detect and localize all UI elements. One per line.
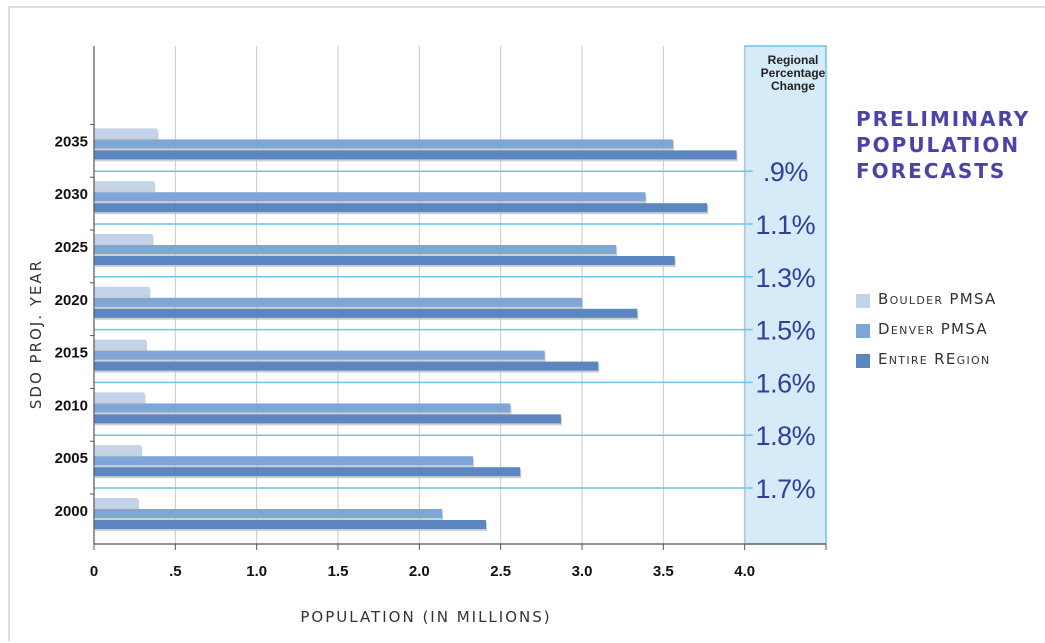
bar-region-2025 [94, 256, 675, 265]
percentage-label: .9% [763, 157, 809, 187]
y-tick-label: 2020 [55, 292, 88, 309]
bar-denver-2025 [94, 245, 617, 254]
percentage-label: 1.7% [756, 474, 816, 504]
chart-frame: 2000 2005 2010 2015 2020 2025 2030 2035 1.7% 1.8%… [8, 6, 1045, 641]
legend-swatch-region [856, 354, 870, 368]
bar-boulder-2020 [94, 286, 150, 296]
y-tick-label: 2030 [55, 186, 88, 203]
x-tick-label: 3.5 [653, 563, 674, 580]
bar-boulder-2025 [94, 234, 153, 243]
bar-denver-2010 [94, 403, 511, 413]
bar-boulder-2035 [94, 128, 158, 138]
legend-label: Boulder PMSA [878, 290, 997, 308]
bar-denver-2000 [94, 509, 443, 518]
y-tick-label: 2035 [55, 133, 88, 150]
x-tick-label: 1.0 [246, 563, 267, 580]
bar-denver-2035 [94, 139, 674, 149]
bar-region-2000 [94, 520, 487, 529]
bar-denver-2030 [94, 192, 646, 202]
y-tick-label: 2025 [55, 239, 88, 256]
percentage-label: 1.8% [756, 421, 816, 451]
percentage-label: 1.5% [756, 316, 816, 346]
y-tick-label: 2005 [55, 450, 88, 467]
percentage-label: 1.6% [756, 368, 816, 398]
title-line: POPULATION [856, 133, 1021, 157]
x-tick-label: .5 [169, 563, 182, 580]
header-line: Change [770, 79, 815, 93]
bar-boulder-2010 [94, 392, 145, 402]
bar-boulder-2005 [94, 445, 142, 455]
population-forecast-chart: 2000 2005 2010 2015 2020 2025 2030 2035 1.7% 1.8%… [55, 45, 827, 580]
y-axis-title: SDO PROJ. YEAR [27, 258, 45, 410]
bar-region-2010 [94, 414, 561, 424]
legend-item-region: Entire REgion [856, 350, 1045, 380]
percentage-label: 1.3% [756, 263, 816, 293]
legend-label: Denver PMSA [878, 320, 988, 338]
bar-boulder-2030 [94, 181, 155, 191]
x-tick-label: 4.0 [734, 563, 755, 580]
bar-region-2030 [94, 203, 708, 213]
bar-region-2005 [94, 467, 521, 477]
title-line: FORECASTS [856, 159, 1007, 183]
header-line: Regional [767, 53, 819, 67]
bar-boulder-2000 [94, 498, 138, 507]
y-tick-label: 2000 [55, 503, 88, 520]
chart-title: PRELIMINARY POPULATION FORECASTS [856, 106, 1045, 184]
percentage-label: 1.1% [756, 210, 816, 240]
x-axis-title: POPULATION (IN MILLIONS) [300, 608, 552, 626]
legend: Boulder PMSA Denver PMSA Entire REgion [856, 290, 1045, 380]
legend-item-denver: Denver PMSA [856, 320, 1045, 350]
percentage-change-band [743, 45, 827, 545]
x-tick-label: 0 [90, 563, 98, 580]
x-tick-label: 2.5 [490, 563, 511, 580]
x-tick-label: 1.5 [328, 563, 349, 580]
legend-label: Entire REgion [878, 350, 991, 368]
bar-denver-2005 [94, 456, 474, 466]
y-tick-label: 2015 [55, 345, 88, 362]
title-line: PRELIMINARY [856, 107, 1031, 131]
legend-swatch-boulder [856, 294, 870, 308]
bar-region-2015 [94, 361, 599, 371]
x-tick-label: 2.0 [409, 563, 430, 580]
bar-region-2020 [94, 308, 638, 318]
bar-boulder-2015 [94, 339, 147, 349]
y-tick-label: 2010 [55, 397, 88, 414]
bar-denver-2020 [94, 297, 582, 307]
regional-percentage-change-header: Regional Percentage Change [752, 54, 834, 93]
legend-swatch-denver [856, 324, 870, 338]
bar-region-2035 [94, 150, 737, 160]
bar-denver-2015 [94, 350, 545, 360]
header-line: Percentage [760, 66, 826, 80]
x-tick-label: 3.0 [572, 563, 593, 580]
legend-item-boulder: Boulder PMSA [856, 290, 1045, 320]
